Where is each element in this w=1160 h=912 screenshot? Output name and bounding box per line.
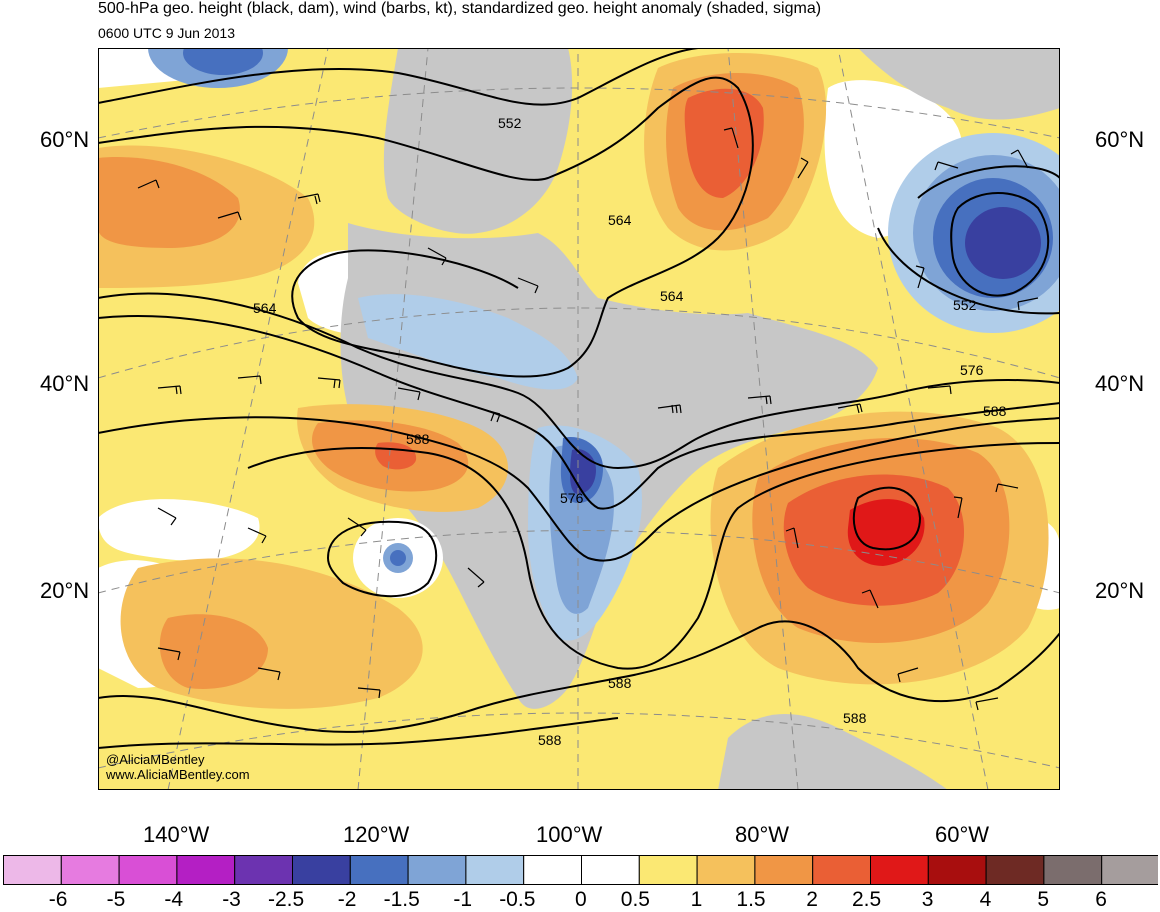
valid-time: 0600 UTC 9 Jun 2013 <box>98 25 235 41</box>
colorbar-tick-label: 0 <box>575 888 587 911</box>
colorbar-swatch <box>176 855 236 885</box>
lat-label-left: 40°N <box>40 371 90 396</box>
colorbar-tick-label: -4 <box>164 888 184 911</box>
colorbar-tick-label: -2 <box>337 888 357 911</box>
lon-label: 120°W <box>343 822 410 847</box>
colorbar-swatch <box>696 855 756 885</box>
lat-label-right: 40°N <box>1095 371 1145 396</box>
credit-url: www.AliciaMBentley.com <box>106 767 250 782</box>
colorbar-swatch <box>407 855 467 885</box>
colorbar-tick-label: 5 <box>1037 888 1050 911</box>
contour-label: 588 <box>406 431 430 447</box>
colorbar-swatch <box>118 855 178 885</box>
contour-label: 576 <box>960 362 984 378</box>
colorbar-swatch <box>927 855 987 885</box>
wind-barbs <box>137 127 1039 711</box>
colorbar-tick-label: 2.5 <box>852 888 882 911</box>
lat-label-left: 20°N <box>40 578 90 603</box>
colorbar-swatch <box>812 855 872 885</box>
colorbar-tick-label: 1.5 <box>736 888 766 911</box>
contour-label: 564 <box>660 288 684 304</box>
lon-label: 140°W <box>143 822 210 847</box>
lon-label: 80°W <box>735 822 790 847</box>
contour-label-group: 552 564 564 564 552 576 588 576 588 588 … <box>253 115 1007 748</box>
graticule <box>98 48 1060 790</box>
chart-title: 500-hPa geo. height (black, dam), wind (… <box>98 0 822 17</box>
colorbar-swatch <box>292 855 351 885</box>
colorbar-swatch <box>60 855 120 885</box>
colorbar-tick-label: -0.5 <box>499 888 536 911</box>
contour-label: 588 <box>983 403 1007 419</box>
contour-label: 564 <box>253 300 277 316</box>
height-contours <box>98 48 1060 749</box>
colorbar-swatch <box>465 855 525 885</box>
colorbar-swatch <box>1101 855 1158 885</box>
colorbar-tick-label: 0.5 <box>620 888 650 911</box>
colorbar-tick-label: -6 <box>48 888 68 911</box>
colorbar-swatch <box>1043 855 1103 885</box>
contour-label: 552 <box>953 297 977 313</box>
anomaly-shading <box>98 48 1060 790</box>
lat-label-right: 60°N <box>1095 127 1145 152</box>
colorbar-tick-label: -2.5 <box>268 888 305 911</box>
lon-label: 60°W <box>935 822 990 847</box>
colorbar-tick-label: 1 <box>690 888 703 911</box>
colorbar <box>3 855 1158 885</box>
lat-label-left: 60°N <box>40 127 90 152</box>
colorbar-tick-label: -1.5 <box>383 888 420 911</box>
lat-label-right: 20°N <box>1095 578 1145 603</box>
colorbar-swatch <box>754 855 814 885</box>
colorbar-tick-label: -3 <box>222 888 241 911</box>
colorbar-swatch <box>349 855 409 885</box>
colorbar-swatch <box>581 855 640 885</box>
colorbar-tick-label: -5 <box>106 888 126 911</box>
contour-label: 588 <box>608 675 632 691</box>
colorbar-swatch <box>638 855 698 885</box>
colorbar-swatch <box>870 855 929 885</box>
credit-handle: @AliciaMBentley <box>106 752 205 767</box>
colorbar-tick-label: 4 <box>979 888 992 911</box>
contour-label: 588 <box>843 710 867 726</box>
lon-label: 100°W <box>536 822 603 847</box>
colorbar-tick-label: 6 <box>1095 888 1107 911</box>
colorbar-swatch <box>3 855 62 885</box>
colorbar-tick-label: 3 <box>921 888 934 911</box>
contour-label: 564 <box>608 212 632 228</box>
colorbar-swatch <box>985 855 1045 885</box>
map-panel: 552 564 564 564 552 576 588 576 588 588 … <box>98 48 1060 790</box>
contour-label: 588 <box>538 732 562 748</box>
colorbar-tick-label: 2 <box>806 888 818 911</box>
colorbar-tick-label: -1 <box>453 888 473 911</box>
colorbar-swatch <box>234 855 293 885</box>
contour-label: 576 <box>560 490 584 506</box>
colorbar-swatch <box>523 855 583 885</box>
contour-label: 552 <box>498 115 522 131</box>
